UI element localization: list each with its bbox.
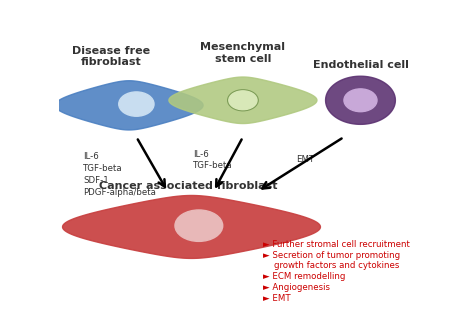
Text: IL-6
TGF-beta: IL-6 TGF-beta [193, 150, 233, 170]
Ellipse shape [344, 89, 377, 112]
Text: Endothelial cell: Endothelial cell [312, 60, 409, 70]
Ellipse shape [119, 92, 154, 116]
Ellipse shape [175, 210, 223, 241]
Text: ► ECM remodelling: ► ECM remodelling [263, 272, 346, 281]
Text: ► Secretion of tumor promoting: ► Secretion of tumor promoting [263, 250, 400, 260]
Text: Disease free
fibroblast: Disease free fibroblast [72, 46, 150, 67]
Polygon shape [326, 76, 395, 124]
Polygon shape [63, 195, 320, 258]
Text: ► Further stromal cell recruitment: ► Further stromal cell recruitment [263, 240, 410, 249]
Polygon shape [55, 81, 203, 130]
Text: EMT: EMT [296, 155, 314, 164]
Text: Cancer associated fibroblast: Cancer associated fibroblast [99, 182, 277, 191]
Text: ► Angiogenesis: ► Angiogenesis [263, 283, 330, 292]
Text: Mesenchymal
stem cell: Mesenchymal stem cell [201, 42, 285, 63]
Text: IL-6
TGF-beta
SDF-1
PDGF-alpha/beta: IL-6 TGF-beta SDF-1 PDGF-alpha/beta [83, 152, 156, 197]
Polygon shape [169, 77, 317, 123]
Text: growth factors and cytokines: growth factors and cytokines [263, 262, 400, 270]
Text: ► EMT: ► EMT [263, 294, 291, 303]
Ellipse shape [229, 91, 257, 110]
